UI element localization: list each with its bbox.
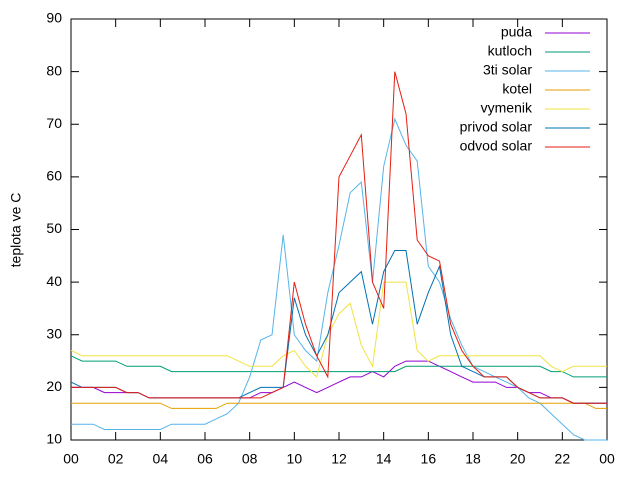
series-line [71,71,607,404]
legend-label: privod solar [460,119,533,135]
y-tick-label: 10 [46,431,62,447]
y-tick-label: 40 [46,273,62,289]
y-tick-label: 70 [46,115,62,131]
series-line [70,355,607,378]
x-tick-label: 22 [555,451,571,467]
x-tick-label: 06 [197,451,213,467]
x-tick-label: 08 [242,451,258,467]
y-tick-label: 30 [46,325,62,341]
y-tick-label: 20 [46,378,62,394]
x-tick-label: 10 [287,451,303,467]
series-line [71,402,607,409]
x-tick-label: 20 [510,451,526,467]
x-tick-label: 02 [108,451,124,467]
x-tick-label: 04 [153,451,169,467]
y-axis-label: teplota ve C [8,193,24,268]
x-tick-label: 00 [63,451,79,467]
y-tick-label: 60 [46,168,62,184]
legend-label: vymenik [481,100,533,116]
legend-label: odvod solar [460,138,533,154]
x-tick-label: 00 [599,451,615,467]
x-tick-label: 16 [421,451,437,467]
legend-label: puda [501,24,532,40]
y-tick-label: 90 [46,10,62,26]
x-tick-label: 12 [331,451,347,467]
legend-label: kotel [502,81,532,97]
x-tick-label: 18 [465,451,481,467]
legend-label: kutloch [488,43,532,59]
y-tick-label: 80 [46,62,62,78]
plot-frame [70,18,608,441]
series-line [70,281,607,378]
legend-label: 3ti solar [483,62,532,78]
x-tick-label: 14 [376,451,392,467]
y-tick-label: 50 [46,220,62,236]
